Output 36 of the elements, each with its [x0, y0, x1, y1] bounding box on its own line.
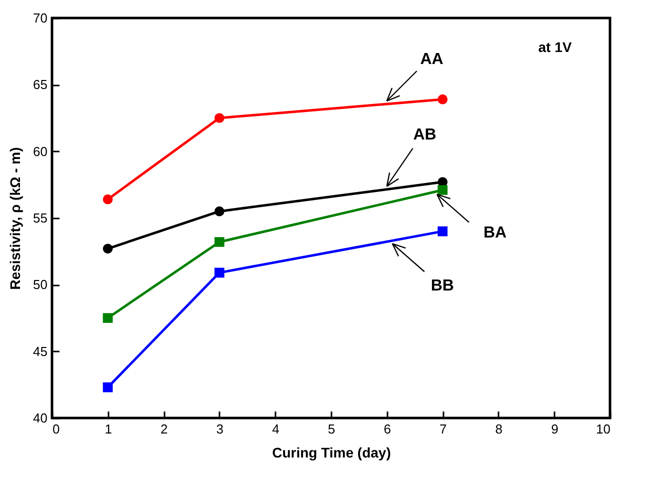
- point: [438, 94, 448, 104]
- point: [438, 185, 448, 195]
- x-axis-title: Curing Time (day): [272, 444, 391, 460]
- x-tick-label: 5: [328, 422, 336, 436]
- point: [102, 313, 113, 323]
- y-tick-label: 50: [33, 277, 48, 292]
- text: BA: [483, 224, 508, 242]
- point: [214, 113, 224, 123]
- point: [102, 194, 113, 204]
- x-tick-label: 10: [596, 422, 610, 436]
- point: [438, 226, 448, 236]
- point: [214, 268, 224, 278]
- y-axis-title: Resistivity, ρ (kΩ - m): [7, 147, 24, 290]
- y-tick-label: 55: [33, 210, 48, 226]
- x-tick-label: 6: [384, 422, 391, 436]
- x-tick-label: 9: [551, 422, 558, 436]
- y-tick-label: 65: [33, 77, 48, 92]
- x-tick-label: 8: [495, 422, 503, 436]
- point: [214, 237, 224, 247]
- point: [102, 382, 113, 392]
- annotation: at 1V: [538, 39, 572, 55]
- series-label: AA: [420, 51, 444, 68]
- y-tick-label: 45: [33, 344, 48, 359]
- point: [102, 244, 113, 254]
- x-tick-label: 2: [160, 422, 168, 436]
- y-tick-label: 70: [33, 10, 48, 26]
- x-tick-label: 1: [104, 422, 112, 436]
- text: BB: [430, 278, 454, 295]
- y-tick-label: 40: [33, 410, 48, 426]
- x-tick-label: 7: [439, 422, 447, 436]
- x-tick-label: 0: [52, 422, 60, 436]
- text: AB: [413, 126, 436, 144]
- y-tick-label: 60: [33, 144, 48, 159]
- x-tick-label: 4: [272, 422, 280, 436]
- x-tick-label: 3: [216, 422, 224, 436]
- point: [214, 206, 224, 216]
